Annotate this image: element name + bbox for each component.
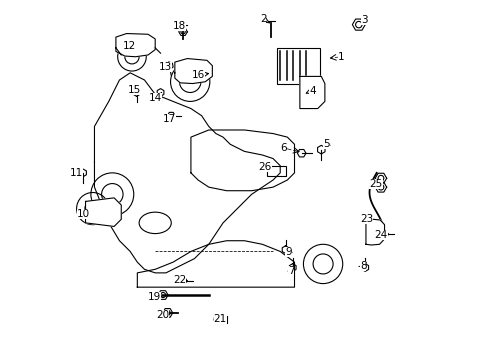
Polygon shape	[137, 241, 294, 287]
Text: 24: 24	[374, 230, 387, 240]
Polygon shape	[299, 76, 324, 109]
Polygon shape	[94, 73, 280, 273]
Text: 15: 15	[127, 85, 141, 95]
Text: 11: 11	[70, 168, 83, 178]
Text: 14: 14	[148, 93, 162, 103]
Text: 4: 4	[308, 86, 315, 96]
Text: 6: 6	[279, 143, 286, 153]
Text: 3: 3	[360, 15, 366, 25]
Text: 1: 1	[337, 52, 344, 62]
Text: 20: 20	[156, 310, 168, 320]
Text: 19: 19	[147, 292, 161, 302]
Polygon shape	[116, 33, 155, 57]
Text: 13: 13	[158, 63, 171, 72]
Bar	[276, 48, 319, 84]
Bar	[266, 166, 285, 176]
Text: 22: 22	[172, 275, 186, 285]
Text: 12: 12	[122, 41, 136, 51]
Text: 5: 5	[323, 139, 329, 149]
Text: 8: 8	[359, 261, 366, 271]
Text: 26: 26	[258, 162, 271, 172]
Polygon shape	[365, 219, 384, 245]
Text: 9: 9	[285, 247, 291, 257]
Text: 7: 7	[287, 266, 294, 276]
Text: 21: 21	[213, 314, 226, 324]
Text: 25: 25	[368, 179, 382, 189]
Text: 18: 18	[172, 21, 186, 31]
Text: 10: 10	[77, 209, 90, 219]
Text: 16: 16	[191, 70, 204, 80]
Polygon shape	[175, 59, 212, 84]
Text: 17: 17	[163, 113, 176, 123]
Polygon shape	[190, 130, 294, 191]
Text: 2: 2	[259, 14, 266, 24]
Text: 23: 23	[359, 214, 372, 224]
Polygon shape	[85, 198, 121, 226]
